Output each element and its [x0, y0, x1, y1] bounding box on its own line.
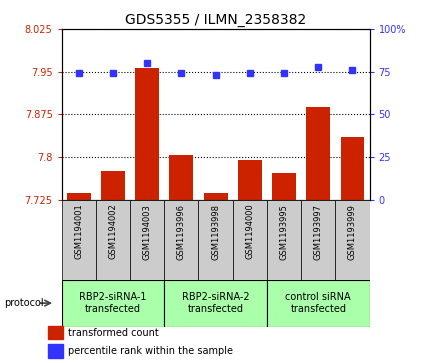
Bar [238, 160, 262, 200]
Text: transformed count: transformed count [68, 327, 159, 338]
Bar [306, 107, 330, 200]
Text: RBP2-siRNA-1
transfected: RBP2-siRNA-1 transfected [79, 292, 147, 314]
Bar [272, 173, 296, 200]
Text: protocol: protocol [4, 298, 44, 308]
Bar [101, 171, 125, 200]
Bar [204, 193, 227, 200]
Bar [335, 200, 370, 280]
Bar [341, 137, 364, 200]
Text: GSM1194003: GSM1194003 [143, 204, 152, 260]
Bar [130, 200, 164, 280]
Text: control siRNA
transfected: control siRNA transfected [286, 292, 351, 314]
Title: GDS5355 / ILMN_2358382: GDS5355 / ILMN_2358382 [125, 13, 306, 26]
Text: GSM1193996: GSM1193996 [177, 204, 186, 260]
Bar [233, 200, 267, 280]
Text: GSM1194001: GSM1194001 [74, 204, 83, 260]
Bar [67, 193, 91, 200]
Text: GSM1193997: GSM1193997 [314, 204, 323, 260]
Text: RBP2-siRNA-2
transfected: RBP2-siRNA-2 transfected [182, 292, 249, 314]
Bar [267, 280, 370, 327]
Bar [267, 200, 301, 280]
Text: GSM1194000: GSM1194000 [246, 204, 254, 260]
Bar [198, 200, 233, 280]
Bar [169, 155, 193, 200]
Text: GSM1193995: GSM1193995 [279, 204, 289, 260]
Bar [164, 200, 198, 280]
Bar [164, 280, 267, 327]
Bar [135, 68, 159, 200]
Bar [301, 200, 335, 280]
Bar [48, 344, 63, 358]
Bar [62, 280, 164, 327]
Text: GSM1193999: GSM1193999 [348, 204, 357, 260]
Bar [48, 326, 63, 339]
Text: GSM1193998: GSM1193998 [211, 204, 220, 260]
Text: percentile rank within the sample: percentile rank within the sample [68, 346, 233, 356]
Bar [62, 200, 96, 280]
Text: GSM1194002: GSM1194002 [108, 204, 117, 260]
Bar [96, 200, 130, 280]
